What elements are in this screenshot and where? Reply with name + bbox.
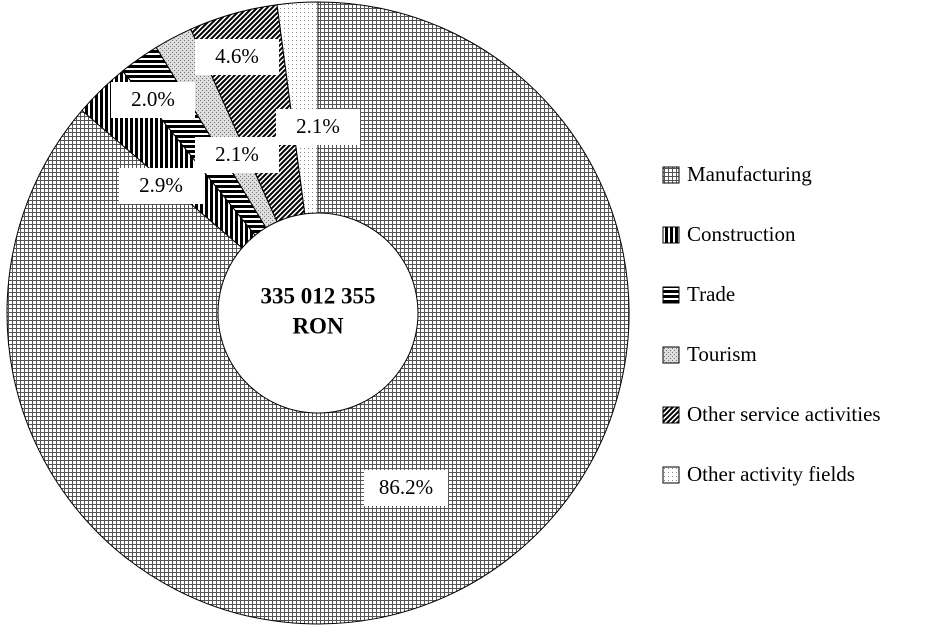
legend-swatch — [662, 166, 680, 184]
data-label: 86.2% — [379, 475, 433, 499]
donut-slice — [276, 1, 319, 215]
legend-swatch — [662, 286, 680, 304]
legend-label: Construction — [687, 222, 796, 246]
center-label: RON — [292, 313, 344, 338]
legend-label: Tourism — [687, 342, 757, 366]
legend-label: Manufacturing — [687, 162, 812, 186]
label-box — [195, 39, 279, 75]
legend-swatch — [662, 346, 680, 364]
legend-swatch — [662, 466, 680, 484]
label-box — [195, 137, 279, 173]
legend-swatch — [662, 406, 680, 424]
label-box — [364, 470, 448, 506]
label-box — [276, 109, 360, 145]
donut-slice — [6, 1, 630, 625]
label-box — [111, 82, 195, 118]
legend-swatch — [662, 226, 680, 244]
legend-label: Other activity fields — [687, 462, 855, 486]
center-label: 335 012 355 — [261, 283, 376, 308]
data-label: 2.9% — [139, 173, 183, 197]
data-label: 2.1% — [296, 114, 340, 138]
legend-label: Other service activities — [687, 402, 881, 426]
data-label: 4.6% — [215, 44, 259, 68]
label-box — [119, 168, 203, 204]
data-label: 2.0% — [131, 87, 175, 111]
data-label: 2.1% — [215, 142, 259, 166]
legend-label: Trade — [687, 282, 735, 306]
